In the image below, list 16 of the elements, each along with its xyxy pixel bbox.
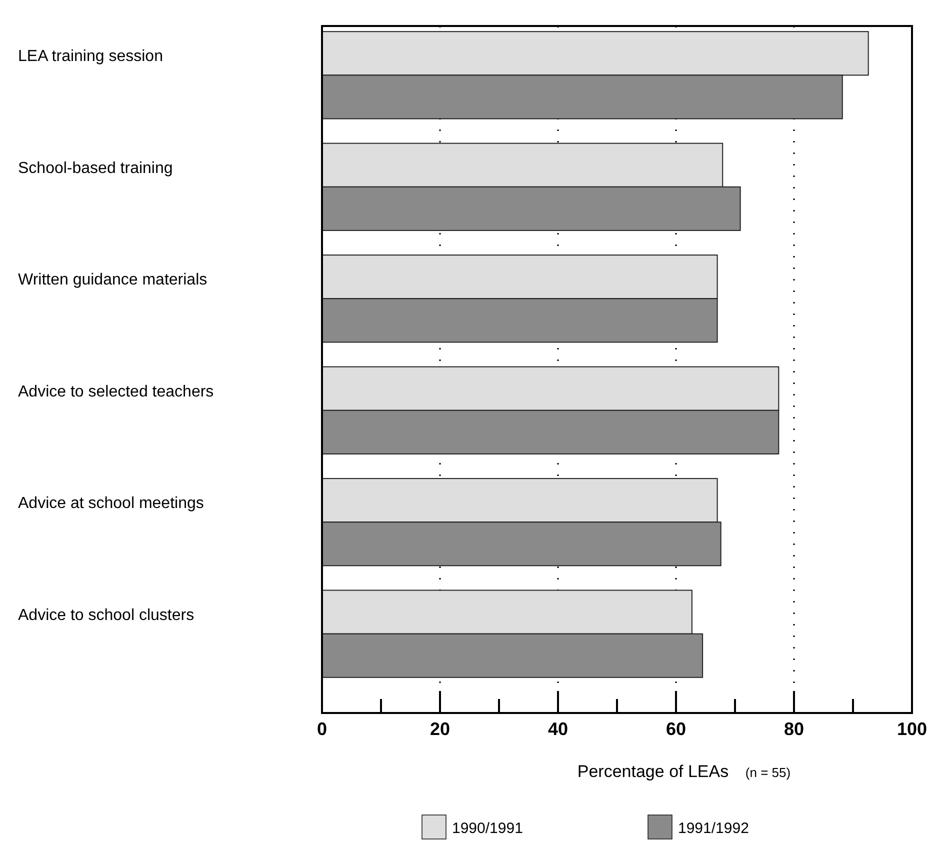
legend-label: 1991/1992 [678,820,749,837]
y-tick-label: Advice to selected teachers [18,383,214,400]
x-tick-label: 20 [430,719,450,739]
y-tick-label: School-based training [18,160,173,177]
y-tick-label: Advice to school clusters [18,606,194,624]
x-tick-label: 100 [896,719,928,739]
x-tick-label: 40 [548,719,568,739]
text: (n = 55) [745,765,791,780]
x-tick-label: 0 [316,719,328,739]
x-tick-label: 80 [784,719,804,739]
legend-label: 1990/1991 [452,820,523,837]
x-tick-label: 60 [666,719,686,739]
y-tick-label: Written guidance materials [18,272,208,289]
y-tick-label: Advice at school meetings [18,495,204,512]
x-axis-title: Percentage of LEAs [577,762,729,781]
y-tick-label: LEA training session [18,48,163,66]
